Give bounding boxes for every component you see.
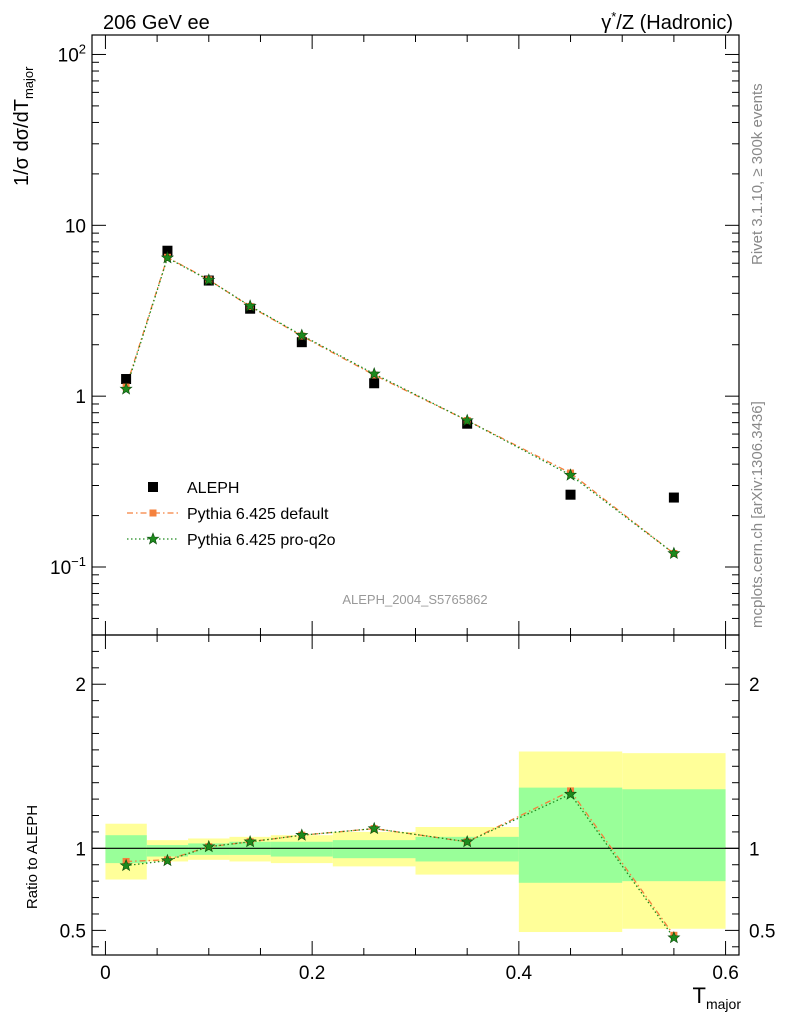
xlabel-main: T [693,983,706,1008]
bottom-ytick-label-right: 1 [749,839,760,860]
header-right-gamma: γ [601,12,611,34]
top-ytick-label: 10−1 [50,554,86,579]
ratio-point [564,787,577,800]
bottom-ytick-label-right: 2 [749,675,760,696]
bottom-ytick-label-left: 1 [75,839,86,860]
top-aleph-point [369,378,380,389]
ratio-band-green [518,787,623,883]
legend-label: Pythia 6.425 default [187,506,329,523]
top-aleph-point [121,374,132,385]
ratio-point [295,828,309,841]
top-ylabel-main: 1/σ dσ/dT [11,99,33,186]
ratio-band-green [146,845,189,857]
bottom-ytick-label-left: 0.5 [60,921,86,942]
top-ytick-label: 1 [75,387,86,408]
ratio-point [667,930,681,944]
legend-marker [149,509,157,517]
top-mc-point [295,328,309,341]
top-aleph-point [162,245,173,256]
top-ytick-label-base: 10 [58,45,79,66]
header-right: γ*/Z (Hadronic) [601,9,733,34]
ratio-band-green [622,789,726,882]
top-mc-point [119,382,133,395]
xlabel-sub: major [706,996,741,1012]
bottom-ylabel: Ratio to ALEPH [24,805,41,909]
top-ylabel: 1/σ dσ/dTmajor [11,66,36,186]
top-ytick-label-base: 10 [65,216,86,237]
top-ytick-label-base: 1 [75,387,86,408]
top-mc-point [243,299,257,312]
top-ytick-label-base: 10 [50,558,71,579]
top-aleph-point [565,489,576,500]
ratio-series-line [126,793,675,939]
xtick-label: 0.4 [506,963,533,984]
top-aleph-point [296,337,307,348]
mcplots-label: mcplots.cern.ch [arXiv:1306.3436] [749,401,766,628]
legend: ALEPH Pythia 6.425 default Pythia 6.425 pr… [127,480,336,549]
top-aleph-point [668,492,679,503]
header-right-rest: /Z (Hadronic) [616,12,733,34]
top-ytick-label: 102 [58,41,86,66]
ratio-band-green [270,841,333,857]
legend-marker [146,532,160,545]
top-mc-point [460,413,474,427]
xtick-label: 0.2 [299,963,325,984]
bottom-ytick-label-right: 0.5 [749,921,775,942]
xtick-label: 0 [100,963,111,984]
analysis-watermark: ALEPH_2004_S5765862 [342,592,487,607]
bottom-panel: 0.5 0.5 1 1 2 2 0 0.2 0.4 0.6 [60,634,775,984]
ratio-point [119,858,133,872]
top-ytick-label: 10 [65,216,86,237]
ratio-point [243,834,257,848]
legend-label: Pythia 6.425 pro-q2o [187,532,336,549]
top-ytick-label-exp: −1 [71,554,86,569]
legend-label: ALEPH [187,480,239,497]
top-mc-point [367,367,381,380]
bottom-ytick-label-left: 2 [75,675,86,696]
top-mc-point [202,273,216,286]
top-mc-point [667,546,681,559]
top-mc-point [160,251,175,264]
xtick-label: 0.6 [712,963,738,984]
xlabel: Tmajor [693,983,742,1012]
legend-marker-aleph [148,482,158,492]
ratio-band-green [332,840,416,859]
header-right-star: * [611,9,616,24]
rivet-label: Rivet 3.1.10, ≥ 300k events [749,83,766,265]
top-ylabel-sub: major [21,66,36,99]
ratio-point [460,834,474,848]
ratio-point [202,839,216,853]
header-left: 206 GeV ee [103,12,210,34]
ratio-point [160,853,175,867]
top-ytick-label-exp: 2 [79,41,86,56]
ratio-point [367,821,381,835]
top-mc-point [563,468,578,481]
